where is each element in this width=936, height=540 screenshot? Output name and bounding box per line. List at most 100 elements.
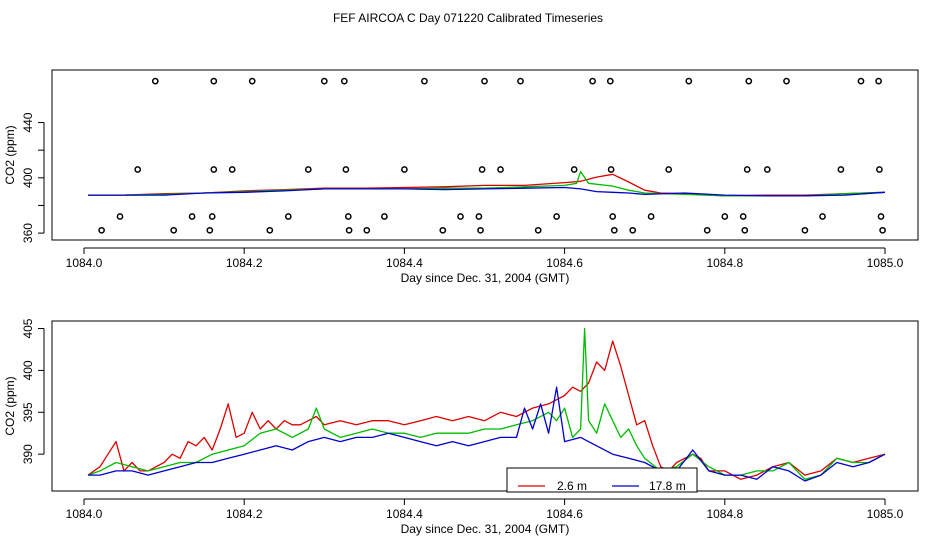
top-marker-point [478,166,486,173]
top-marker-point [877,213,885,220]
top-marker-point [344,213,352,220]
bottom-plot-content [87,327,886,482]
top-y-tick-label: 360 [21,223,35,243]
top-marker-point [381,213,388,220]
top-marker-point [116,213,124,220]
bottom-x-axis: 1084.0 1084.2 1084.4 1084.6 1084.8 1085.0 [66,498,904,521]
top-series-17-8-m [88,186,886,197]
top-marker-point [741,226,749,234]
bottom-y-tick-label: 405 [21,318,35,338]
top-marker-point [607,166,615,173]
top-x-tick-label: 1084.4 [386,256,423,270]
bottom-series-2-6-m [87,340,886,480]
top-plot-frame [51,69,919,241]
top-x-tick-label: 1084.0 [66,256,103,270]
top-marker-point [570,166,578,173]
top-marker-point [876,166,883,173]
top-x-axis-label: Day since Dec. 31, 2004 (GMT) [401,271,570,285]
legend: 2.6 m 17.8 m [506,467,698,493]
top-marker-point [206,226,214,234]
top-marker-point [497,166,504,173]
bottom-x-tick-label: 1084.2 [226,507,263,521]
bottom-series-17-8-m [88,386,886,482]
top-marker-point [401,166,408,173]
top-marker-point [857,77,865,85]
top-marker-point [610,226,618,234]
top-marker-point [340,77,348,85]
bottom-y-axis-label: CO2 (ppm) [3,376,17,435]
bottom-x-axis-label: Day since Dec. 31, 2004 (GMT) [401,522,570,536]
top-marker-point [837,166,845,173]
bottom-y-tick-label: 395 [21,402,35,422]
top-marker-point [801,226,809,234]
legend-label-2-6m: 2.6 m [557,479,587,493]
top-marker-point [134,166,142,173]
top-marker-point [363,226,371,234]
top-marker-point [208,213,216,220]
top-y-axis-label: CO2 (ppm) [3,125,17,184]
top-marker-point [534,226,542,234]
top-marker-point [517,77,524,85]
top-series-8-m [88,170,886,197]
top-marker-point [629,226,637,234]
legend-label-17-8m: 17.8 m [649,479,686,493]
top-x-tick-label: 1084.2 [226,256,263,270]
legend-box [506,467,698,493]
top-marker-point [477,226,484,234]
top-y-tick-label: 440 [21,112,35,132]
top-marker-point [228,166,236,173]
bottom-y-tick-label: 390 [21,444,35,464]
top-marker-point [721,213,729,220]
top-y-axis: 360 400 440 [21,112,45,243]
top-marker-point [457,213,464,220]
top-marker-point [875,77,882,85]
top-marker-point [98,226,105,234]
top-x-tick-label: 1084.6 [546,256,583,270]
top-marker-point [819,213,826,220]
top-marker-point [763,166,771,173]
top-marker-point [266,226,274,234]
top-marker-point [342,166,350,173]
top-marker-point [481,77,488,85]
top-marker-point [647,213,655,220]
top-x-axis: 1084.0 1084.2 1084.4 1084.6 1084.8 1085.0 [66,247,904,270]
top-plot-content [88,77,886,234]
bottom-panel: 1084.0 1084.2 1084.4 1084.6 1084.8 1085.0 390… [3,318,919,536]
bottom-x-tick-label: 1084.4 [386,507,423,521]
bottom-x-tick-label: 1084.8 [706,507,743,521]
bottom-y-tick-label: 400 [21,360,35,380]
top-marker-point [170,226,178,234]
bottom-series-8-m [87,327,886,480]
top-x-tick-label: 1084.8 [706,256,743,270]
bottom-x-tick-label: 1084.0 [66,507,103,521]
top-marker-point [210,77,218,85]
top-marker-point [345,226,353,234]
top-marker-point [210,166,218,173]
top-marker-point [320,77,328,85]
top-x-tick-label: 1085.0 [867,256,904,270]
top-panel: 1084.0 1084.2 1084.4 1084.6 1084.8 1085.0 360… [3,69,919,285]
top-marker-point [745,77,753,85]
top-marker-point [304,166,312,173]
top-marker-point [879,226,886,234]
top-marker-point [743,166,751,173]
top-y-tick-label: 400 [21,167,35,187]
top-marker-point [553,213,560,220]
bottom-x-tick-label: 1084.6 [546,507,583,521]
top-marker-point [606,77,614,85]
figure-title: FEF AIRCOA C Day 071220 Calibrated Times… [333,11,603,25]
top-marker-point [248,77,256,85]
top-marker-point [783,77,790,85]
top-marker-point [739,213,747,220]
top-marker-point [665,166,673,173]
top-marker-point [421,77,428,85]
top-marker-point [284,213,292,220]
top-marker-point [188,213,196,220]
bottom-plot-frame [51,320,919,492]
top-marker-point [609,213,617,220]
bottom-x-tick-label: 1085.0 [867,507,904,521]
top-marker-point [151,77,159,85]
top-marker-point [685,77,693,85]
bottom-y-axis: 390 395 400 405 [21,318,45,464]
